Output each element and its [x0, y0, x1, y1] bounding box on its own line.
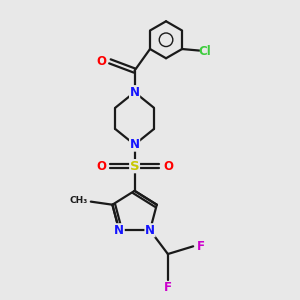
Text: O: O: [163, 160, 173, 173]
Text: Cl: Cl: [199, 45, 211, 58]
Text: N: N: [130, 86, 140, 99]
Text: O: O: [96, 55, 106, 68]
Text: N: N: [114, 224, 124, 237]
Text: N: N: [130, 138, 140, 151]
Text: N: N: [145, 224, 155, 237]
Text: CH₃: CH₃: [70, 196, 88, 205]
Text: S: S: [130, 160, 140, 173]
Text: F: F: [164, 281, 172, 294]
Text: F: F: [197, 240, 205, 253]
Text: O: O: [96, 160, 106, 173]
